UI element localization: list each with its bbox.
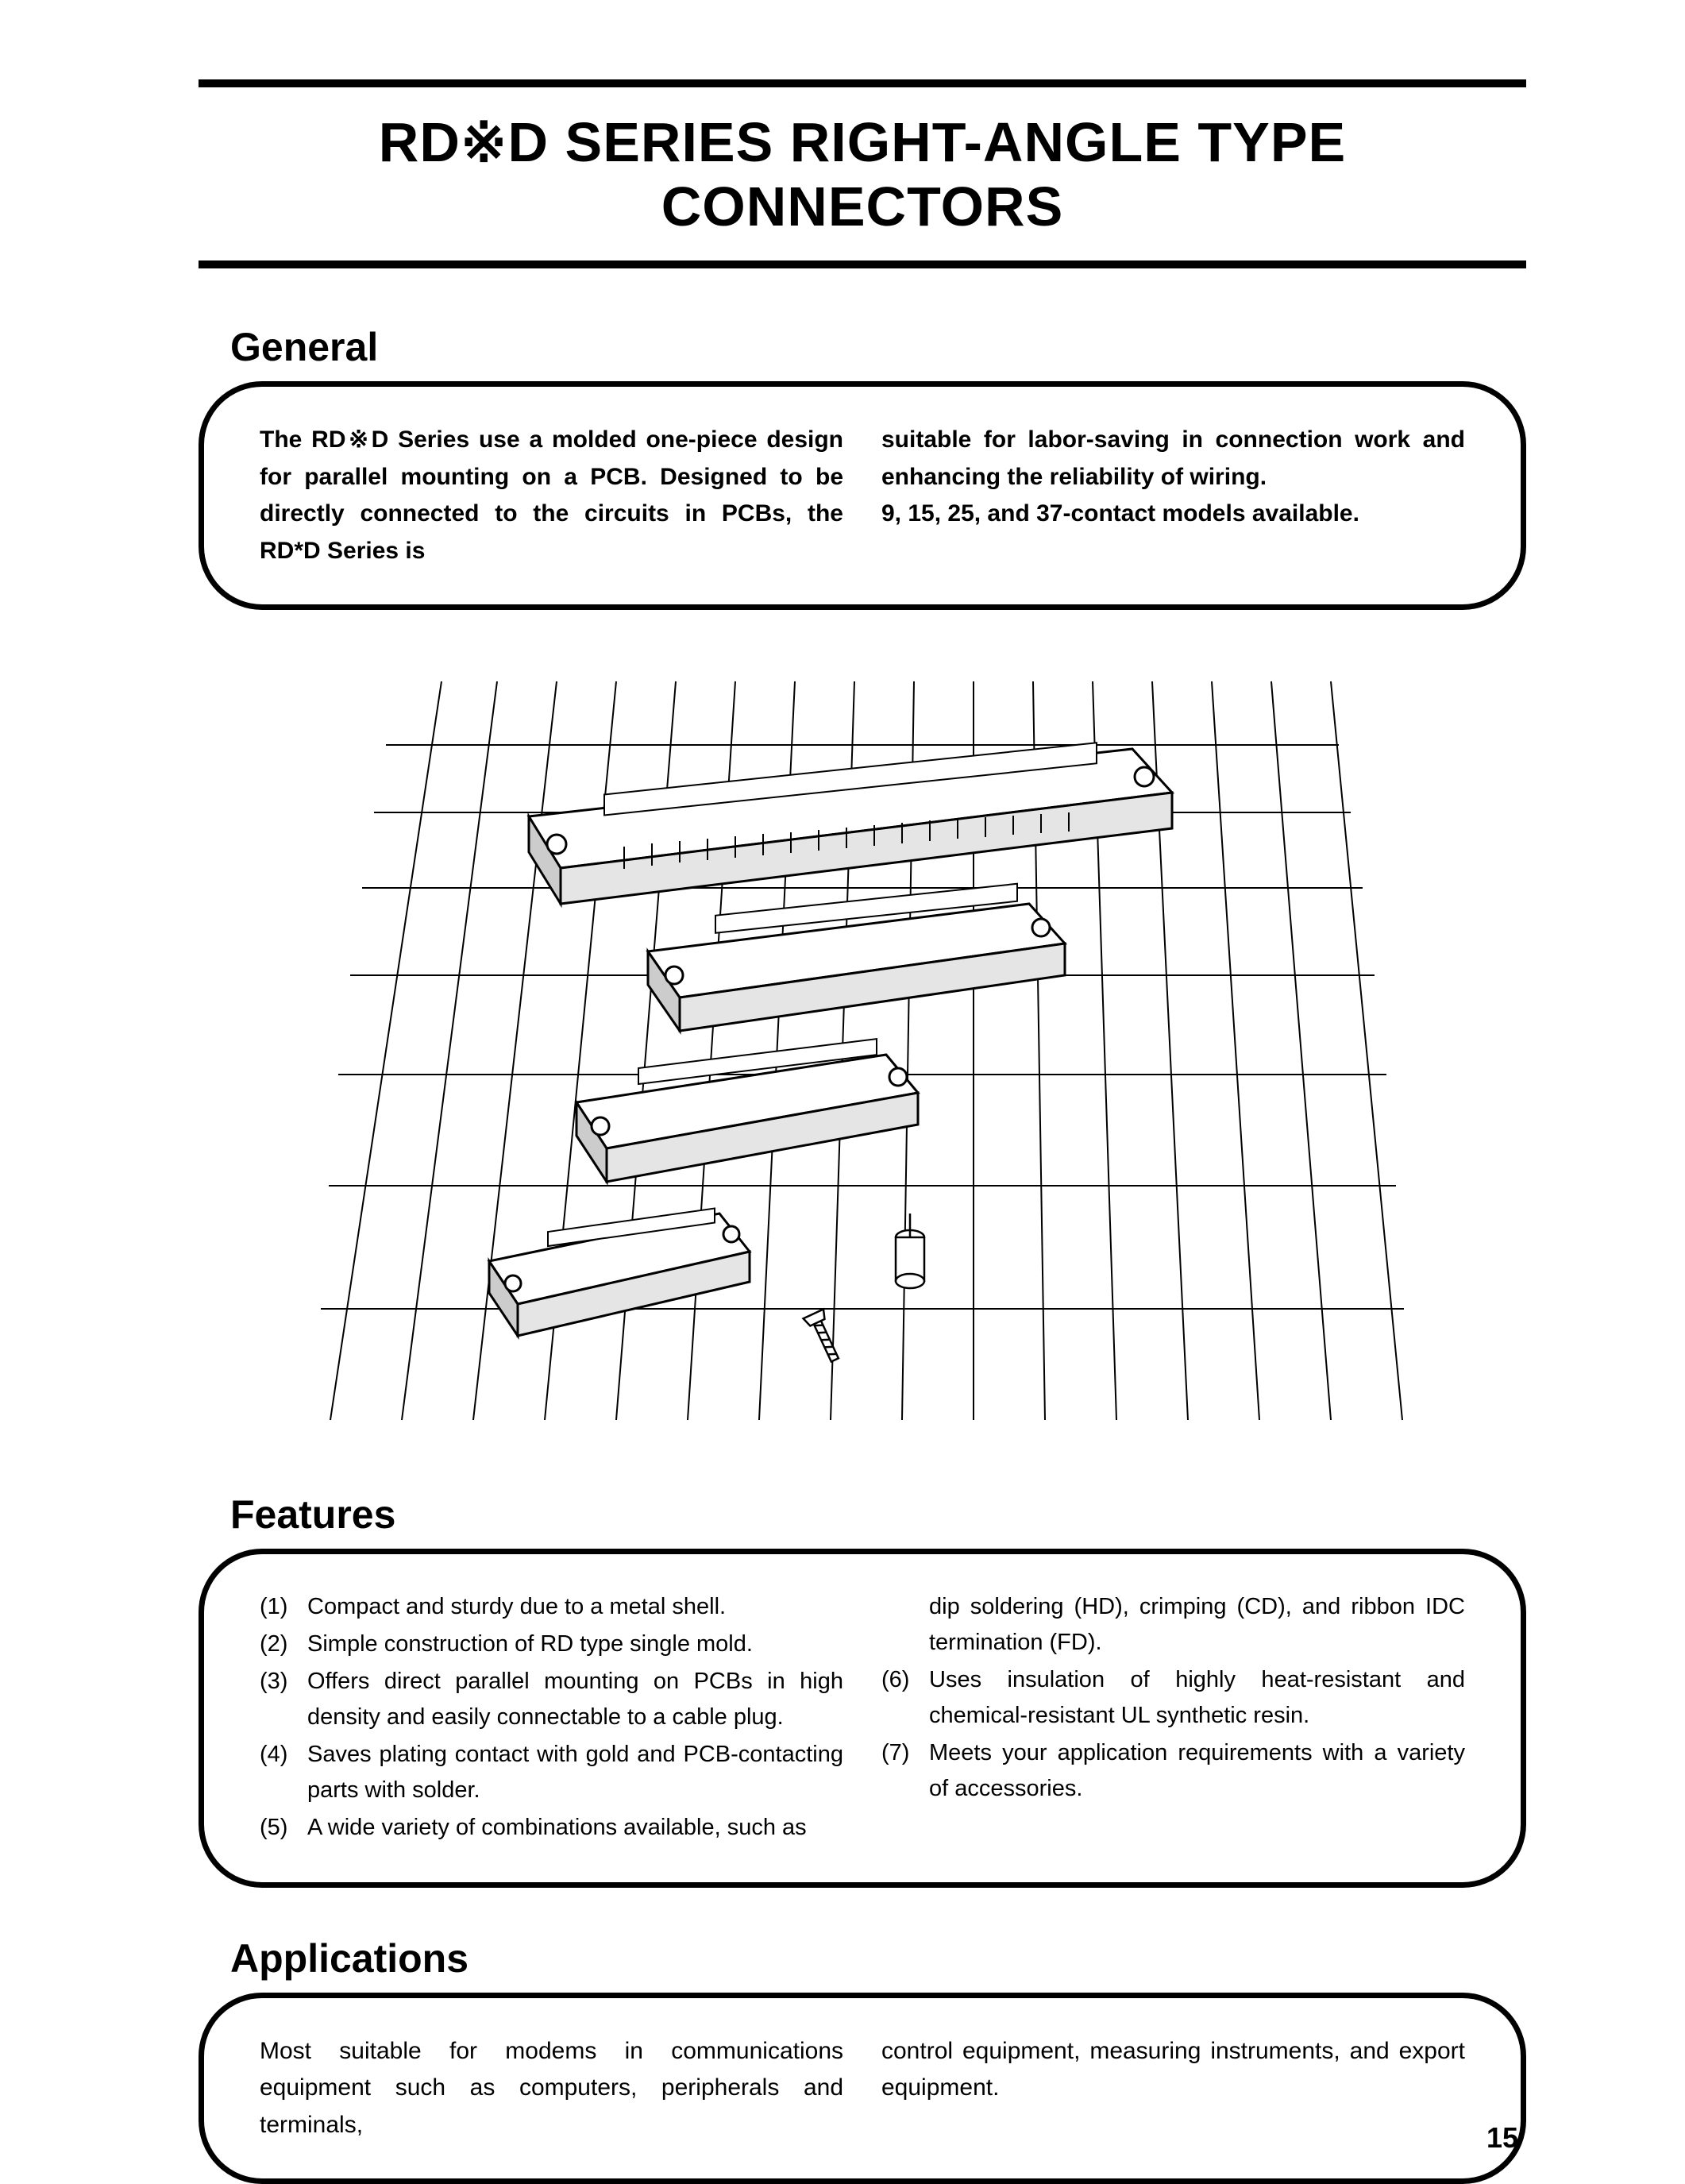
connector-illustration xyxy=(283,658,1442,1428)
applications-col2: control equipment, measuring instruments… xyxy=(881,2033,1465,2144)
list-item: (3)Offers direct parallel mounting on PC… xyxy=(260,1664,843,1735)
list-item: (7)Meets your application requirements w… xyxy=(881,1735,1465,1807)
general-col1: The RD※D Series use a molded one-piece d… xyxy=(260,422,843,569)
general-box: The RD※D Series use a molded one-piece d… xyxy=(199,381,1526,610)
page-number: 15 xyxy=(1486,2121,1518,2155)
heading-applications: Applications xyxy=(230,1935,1526,1981)
list-item: (6)Uses insulation of highly heat-resist… xyxy=(881,1662,1465,1734)
list-item: (1)Compact and sturdy due to a metal she… xyxy=(260,1589,843,1625)
applications-box: Most suitable for modems in communicatio… xyxy=(199,1993,1526,2184)
applications-col1: Most suitable for modems in communicatio… xyxy=(260,2033,843,2144)
applications-columns: Most suitable for modems in communicatio… xyxy=(260,2033,1465,2144)
list-item: dip soldering (HD), crimping (CD), and r… xyxy=(881,1589,1465,1661)
heading-general: General xyxy=(230,324,1526,370)
features-box: (1)Compact and sturdy due to a metal she… xyxy=(199,1549,1526,1888)
general-columns: The RD※D Series use a molded one-piece d… xyxy=(260,422,1465,569)
heading-features: Features xyxy=(230,1491,1526,1538)
page: RD※D SERIES RIGHT-ANGLE TYPE CONNECTORS … xyxy=(0,0,1685,2178)
general-col2: suitable for labor-saving in connection … xyxy=(881,422,1465,569)
list-item: (2)Simple construction of RD type single… xyxy=(260,1626,843,1662)
list-item: (5)A wide variety of combinations availa… xyxy=(260,1810,843,1846)
features-col-left: (1)Compact and sturdy due to a metal she… xyxy=(260,1589,843,1847)
title-block: RD※D SERIES RIGHT-ANGLE TYPE CONNECTORS xyxy=(199,79,1526,268)
page-title: RD※D SERIES RIGHT-ANGLE TYPE CONNECTORS xyxy=(379,111,1346,237)
features-columns: (1)Compact and sturdy due to a metal she… xyxy=(260,1589,1465,1847)
list-item: (4)Saves plating contact with gold and P… xyxy=(260,1737,843,1808)
features-col-right: dip soldering (HD), crimping (CD), and r… xyxy=(881,1589,1465,1847)
